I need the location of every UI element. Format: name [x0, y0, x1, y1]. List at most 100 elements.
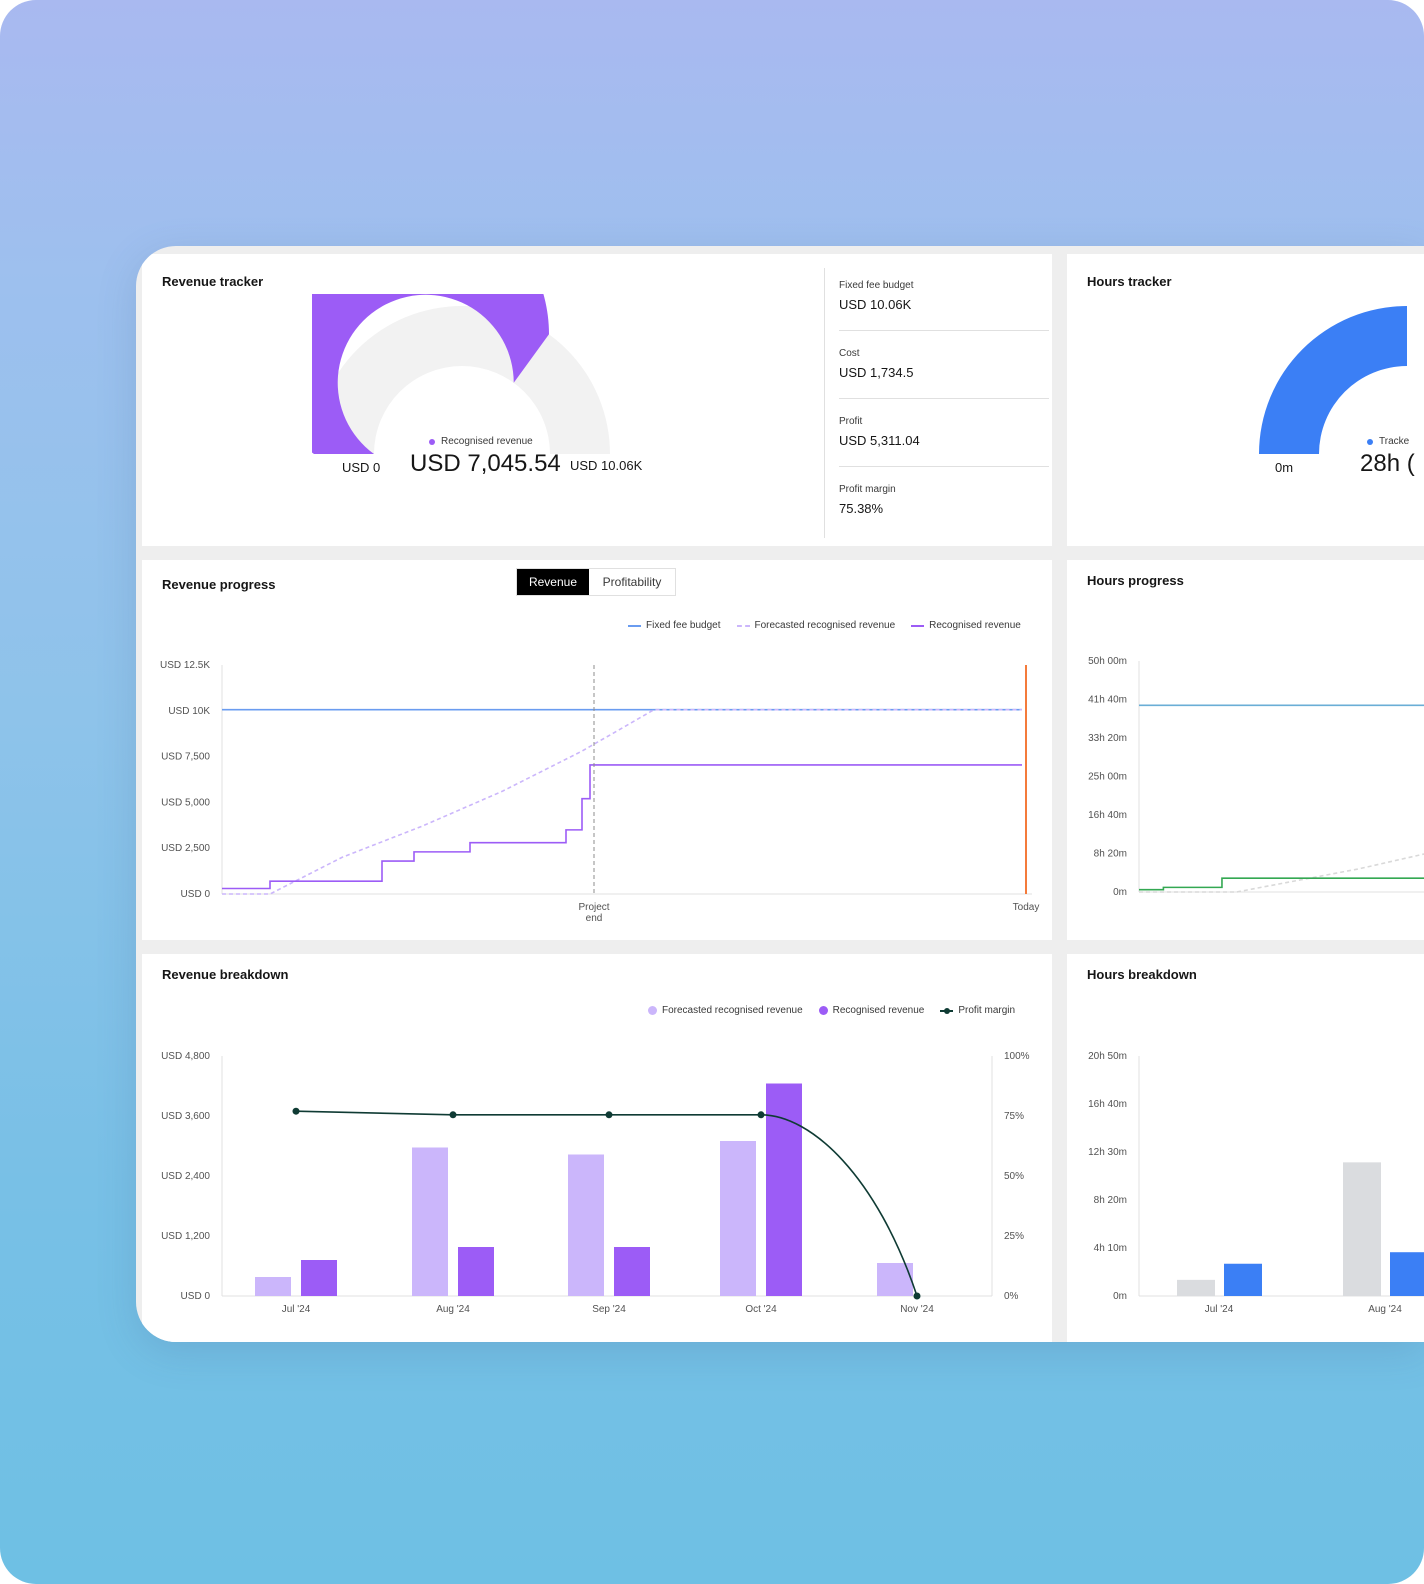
- tab-revenue[interactable]: Revenue: [517, 569, 589, 595]
- revenue-progress-title: Revenue progress: [162, 577, 276, 592]
- legend-dashed-line-icon: [736, 624, 750, 627]
- revenue-progress-legend: Fixed fee budget Forecasted recognised r…: [628, 620, 1021, 631]
- y-tick-label: 16h 40m: [1088, 810, 1127, 821]
- hours-gauge-fill: [1259, 306, 1407, 454]
- revenue-tracker-card: Revenue tracker Recognised revenue USD 0…: [142, 254, 1052, 546]
- profit-margin-point: [757, 1111, 765, 1119]
- revenue-gauge-fill: [312, 294, 549, 454]
- hours-breakdown-card: Hours breakdown 20h 50m 16h 40m 12h 30m 8h …: [1067, 954, 1424, 1342]
- profit-margin-line: [295, 1110, 918, 1297]
- stat-profit-margin: Profit margin 75.38%: [839, 484, 896, 516]
- stat-divider: [839, 330, 1049, 331]
- forecast-bar: [412, 1147, 448, 1296]
- tab-profitability[interactable]: Profitability: [589, 569, 675, 595]
- revenue-breakdown-card: Revenue breakdown Forecasted recognised …: [142, 954, 1052, 1342]
- legend-item-recognised: Recognised revenue: [911, 620, 1021, 631]
- x-tick-label: Sep '24: [592, 1304, 626, 1315]
- revenue-gauge-legend-label: Recognised revenue: [441, 436, 533, 447]
- y-tick-label: USD 2,500: [161, 843, 210, 854]
- hours-tracker-card: Hours tracker Tracke 0m 28h (: [1067, 254, 1424, 546]
- y-tick-label: 8h 20m: [1094, 849, 1127, 860]
- y-tick-label: 12h 30m: [1088, 1147, 1127, 1158]
- y-tick-label: USD 12.5K: [160, 660, 210, 671]
- x-tick-label: Nov '24: [900, 1304, 934, 1315]
- forecast-bar: [720, 1141, 756, 1296]
- project-end-label: Project: [578, 902, 609, 913]
- hours-forecast-bar: [1177, 1279, 1215, 1296]
- legend-item-recognised: Recognised revenue: [818, 1005, 924, 1016]
- y2-tick-label: 50%: [1004, 1171, 1024, 1182]
- legend-dot-icon: [429, 438, 435, 445]
- hours-tracked-bar: [1390, 1252, 1424, 1296]
- profit-margin-point: [913, 1292, 921, 1300]
- legend-line-dot-icon: [940, 1007, 954, 1014]
- legend-dot-icon: [1367, 438, 1373, 445]
- revenue-stats-panel: Fixed fee budget USD 10.06K Cost USD 1,7…: [824, 268, 1053, 538]
- hours-gauge-legend: Tracke: [1367, 436, 1409, 447]
- hours-forecast-bar: [1343, 1162, 1381, 1296]
- y-tick-label: USD 7,500: [161, 752, 210, 763]
- recognised-bar: [614, 1247, 650, 1296]
- y-tick-label: 41h 40m: [1088, 695, 1127, 706]
- hours-tracked-line: [1139, 877, 1424, 891]
- y-tick-label: 8h 20m: [1094, 1195, 1127, 1206]
- hours-breakdown-title: Hours breakdown: [1087, 967, 1197, 982]
- stat-divider: [839, 398, 1049, 399]
- dashboard-frame: Revenue tracker Recognised revenue USD 0…: [136, 246, 1424, 1342]
- hours-breakdown-chart: 20h 50m 16h 40m 12h 30m 8h 20m 4h 10m 0m Jul '…: [1088, 1051, 1424, 1315]
- y-tick-label: 4h 10m: [1094, 1243, 1127, 1254]
- stat-profit: Profit USD 5,311.04: [839, 416, 920, 448]
- y-tick-label: 16h 40m: [1088, 1099, 1127, 1110]
- legend-line-icon: [911, 624, 925, 627]
- revenue-gauge-min: USD 0: [342, 460, 381, 475]
- y-tick-label: USD 10K: [168, 706, 210, 717]
- profit-margin-point: [292, 1107, 300, 1115]
- y-tick-label: USD 4,800: [161, 1051, 210, 1062]
- y2-tick-label: 25%: [1004, 1231, 1024, 1242]
- revenue-breakdown-chart: USD 4,800 USD 3,600 USD 2,400 USD 1,200 USD …: [161, 1051, 1030, 1315]
- y2-tick-label: 100%: [1004, 1051, 1030, 1062]
- revenue-gauge-max: USD 10.06K: [570, 458, 643, 473]
- revenue-gauge-value: USD 7,045.54: [410, 450, 561, 477]
- today-label: Today: [1013, 902, 1040, 913]
- y2-tick-label: 0%: [1004, 1291, 1019, 1302]
- legend-item-forecast: Forecasted recognised revenue: [648, 1005, 803, 1016]
- hours-gauge-value: 28h (: [1360, 450, 1415, 477]
- hours-gauge: [1259, 306, 1407, 454]
- legend-item-margin: Profit margin: [940, 1005, 1015, 1016]
- y-tick-label: USD 3,600: [161, 1111, 210, 1122]
- revenue-progress-card: Revenue progress Revenue Profitability F…: [142, 560, 1052, 940]
- x-tick-label: Jul '24: [282, 1304, 311, 1315]
- revenue-gauge-track: [314, 306, 610, 454]
- y-tick-label: USD 5,000: [161, 797, 210, 808]
- x-tick-label: Jul '24: [1205, 1304, 1234, 1315]
- chart-tab-group: Revenue Profitability: [516, 568, 676, 596]
- forecast-bar: [568, 1154, 604, 1296]
- legend-item-forecast: Forecasted recognised revenue: [736, 620, 895, 631]
- revenue-gauge-legend: Recognised revenue: [429, 436, 533, 447]
- hours-gauge-min: 0m: [1275, 460, 1294, 475]
- revenue-breakdown-legend: Forecasted recognised revenue Recognised…: [648, 1005, 1015, 1016]
- recognised-bar: [301, 1260, 337, 1296]
- legend-dot-icon: [648, 1006, 657, 1015]
- hours-gauge-legend-label: Tracke: [1379, 436, 1410, 447]
- hours-progress-card: Hours progress 50h 00m 41h 40m 33h 20m 25h …: [1067, 560, 1424, 940]
- project-end-label: end: [586, 913, 603, 924]
- x-tick-label: Aug '24: [1368, 1304, 1402, 1315]
- recognised-revenue-line: [222, 764, 1022, 890]
- x-tick-label: Oct '24: [745, 1304, 777, 1315]
- hours-progress-chart: 50h 00m 41h 40m 33h 20m 25h 00m 16h 40m 8h 20…: [1088, 656, 1424, 898]
- revenue-gauge: [312, 294, 610, 454]
- hours-progress-title: Hours progress: [1087, 573, 1184, 588]
- revenue-progress-chart: USD 12.5K USD 10K USD 7,500 USD 5,000 USD 2,…: [160, 660, 1040, 924]
- x-tick-label: Aug '24: [436, 1304, 470, 1315]
- revenue-tracker-title: Revenue tracker: [162, 274, 264, 289]
- y-tick-label: 33h 20m: [1088, 733, 1127, 744]
- y-tick-label: 50h 00m: [1088, 656, 1127, 667]
- y-tick-label: USD 1,200: [161, 1231, 210, 1242]
- stat-divider: [839, 466, 1049, 467]
- legend-dot-icon: [818, 1006, 828, 1015]
- y-tick-label: USD 0: [181, 889, 211, 900]
- hours-tracked-bar: [1224, 1263, 1262, 1296]
